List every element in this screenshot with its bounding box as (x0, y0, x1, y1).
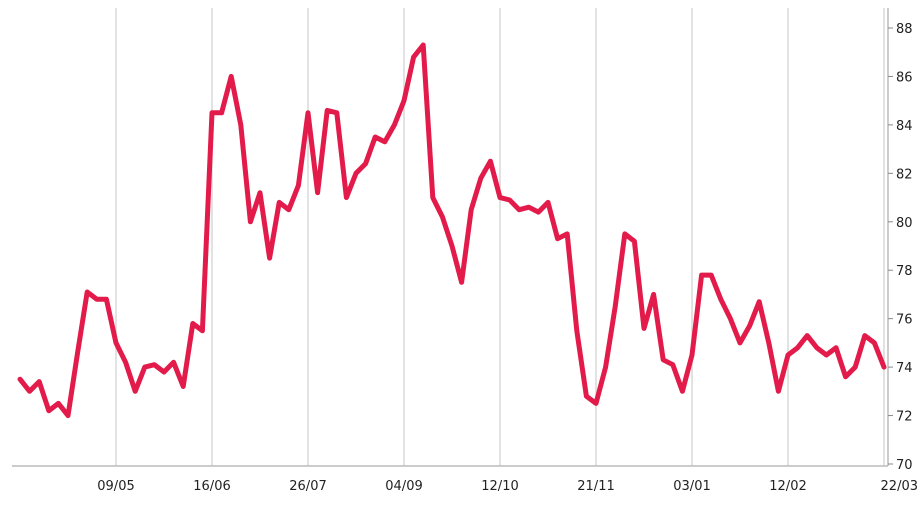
x-tick-label: 04/09 (385, 479, 422, 494)
y-tick-label: 84 (896, 119, 913, 134)
x-tick-label: 22/03 (881, 479, 918, 494)
line-series (17, 42, 887, 419)
y-tick-label: 86 (896, 70, 913, 85)
y-tick-label: 72 (896, 410, 913, 425)
y-tick-label: 70 (896, 458, 913, 473)
x-tick-label: 21/11 (577, 479, 614, 494)
y-tick-label: 74 (896, 361, 913, 376)
x-tick-label: 12/10 (481, 479, 518, 494)
x-tick-label: 26/07 (289, 479, 326, 494)
y-tick-label: 78 (896, 264, 913, 279)
x-tick-label: 16/06 (193, 479, 230, 494)
x-tick-label: 03/01 (673, 479, 710, 494)
y-tick-label: 88 (896, 22, 913, 37)
x-tick-label: 09/05 (97, 479, 134, 494)
x-tick-label: 12/02 (769, 479, 806, 494)
y-tick-label: 76 (896, 313, 913, 328)
y-tick-label: 82 (896, 167, 913, 182)
y-tick-label: 80 (896, 216, 913, 231)
